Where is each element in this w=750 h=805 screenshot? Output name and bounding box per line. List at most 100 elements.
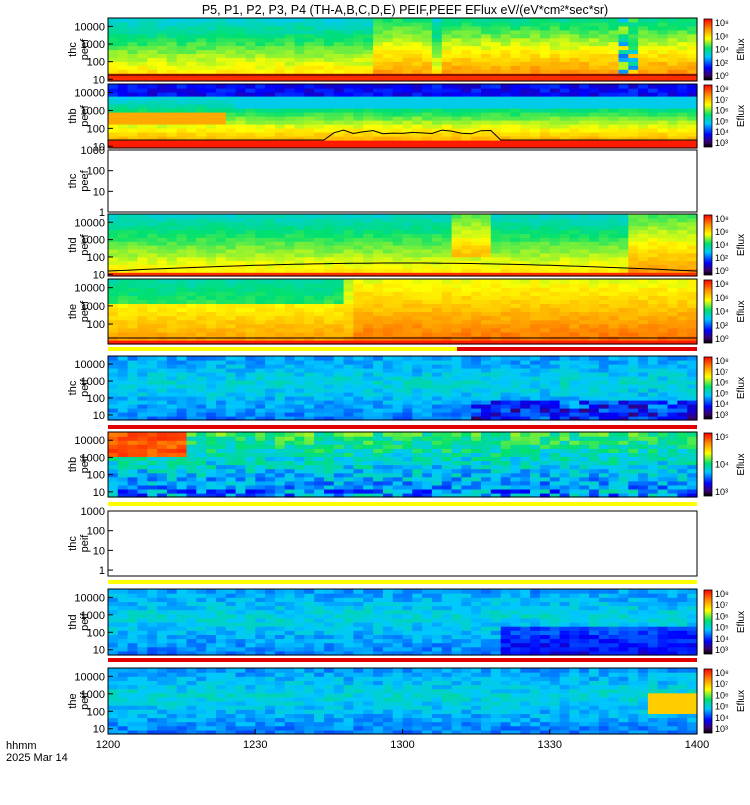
heatmap-cell [353,364,363,369]
heatmap-cell [137,440,147,445]
heatmap-cell [363,140,373,145]
heatmap-cell [275,222,285,227]
heatmap-cell [177,140,187,145]
heatmap-cell [687,392,697,397]
heatmap-cell [432,136,442,141]
heatmap-cell [344,108,354,113]
heatmap-cell [520,222,530,227]
heatmap-cell [196,249,206,254]
heatmap-cell [677,42,687,47]
heatmap-cell [501,112,511,117]
heatmap-cell [501,312,511,317]
heatmap-cell [255,104,265,109]
heatmap-cell [363,249,373,254]
heatmap-cell [157,307,167,312]
heatmap-cell [432,116,442,121]
heatmap-cell [550,84,560,89]
heatmap-cell [412,69,422,74]
heatmap-cell [560,222,570,227]
heatmap-cell [481,88,491,93]
heatmap-cell [295,376,305,381]
heatmap-cell [137,61,147,66]
heatmap-cell [137,22,147,27]
heatmap-cell [648,249,658,254]
heatmap-cell [579,261,589,266]
heatmap-cell [393,283,403,288]
heatmap-cell [520,380,530,385]
heatmap-cell [304,38,314,43]
heatmap-cell [687,376,697,381]
heatmap-cell [658,360,668,365]
heatmap-cell [304,112,314,117]
heatmap-cell [403,34,413,39]
heatmap-cell [609,61,619,66]
heatmap-cell [520,57,530,62]
heatmap-cell [687,42,697,47]
heatmap-cell [344,116,354,121]
heatmap-cell [334,368,344,373]
heatmap-cell [579,404,589,409]
heatmap-cell [393,364,403,369]
heatmap-cell [412,328,422,333]
heatmap-cell [668,218,678,223]
heatmap-cell [569,57,579,62]
heatmap-cell [275,388,285,393]
heatmap-cell [648,388,658,393]
heatmap-cell [687,22,697,27]
heatmap-cell [501,303,511,308]
heatmap-cell [677,88,687,93]
heatmap-cell [206,112,216,117]
heatmap-cell [569,392,579,397]
heatmap-cell [196,253,206,257]
heatmap-cell [157,396,167,401]
heatmap-cell [422,249,432,254]
colorbar-label: Eflux [736,377,747,399]
heatmap-cell [412,412,422,417]
heatmap-cell [481,404,491,409]
heatmap-cell [461,295,471,300]
heatmap-cell [353,253,363,257]
heatmap-cell [412,34,422,39]
heatmap-cell [628,287,638,292]
heatmap-cell [255,268,265,273]
heatmap-cell [638,96,648,101]
heatmap-cell [275,218,285,223]
heatmap-cell [128,320,138,325]
heatmap-cell [147,50,157,55]
heatmap-cell [314,26,324,31]
heatmap-cell [344,299,354,304]
heatmap-cell [353,376,363,381]
heatmap-cell [196,320,206,325]
heatmap-cell [373,34,383,39]
heatmap-cell [481,316,491,321]
heatmap-cell [245,324,255,329]
y-label-probe: the [67,304,79,319]
heatmap-cell [118,481,128,486]
heatmap-cell [295,38,305,43]
colorbar-tick-label: 10⁶ [715,293,729,303]
heatmap-cell [393,268,403,273]
heatmap-cell [638,372,648,377]
heatmap-cell [422,368,432,373]
heatmap-cell [167,218,177,223]
heatmap-cell [442,360,452,365]
heatmap-cell [295,332,305,337]
heatmap-cell [353,18,363,23]
heatmap-cell [619,50,629,55]
heatmap-cell [157,92,167,97]
heatmap-cell [324,222,334,227]
heatmap-cell [452,368,462,373]
heatmap-cell [216,372,226,377]
heatmap-cell [383,46,393,51]
heatmap-cell [422,108,432,113]
heatmap-cell [677,253,687,257]
heatmap-cell [501,140,511,145]
heatmap-cell [216,299,226,304]
heatmap-cell [236,412,246,417]
heatmap-cell [589,65,599,70]
heatmap-cell [530,88,540,93]
heatmap-cell [236,69,246,74]
heatmap-cell [147,364,157,369]
heatmap-cell [530,120,540,125]
heatmap-cell [137,214,147,219]
